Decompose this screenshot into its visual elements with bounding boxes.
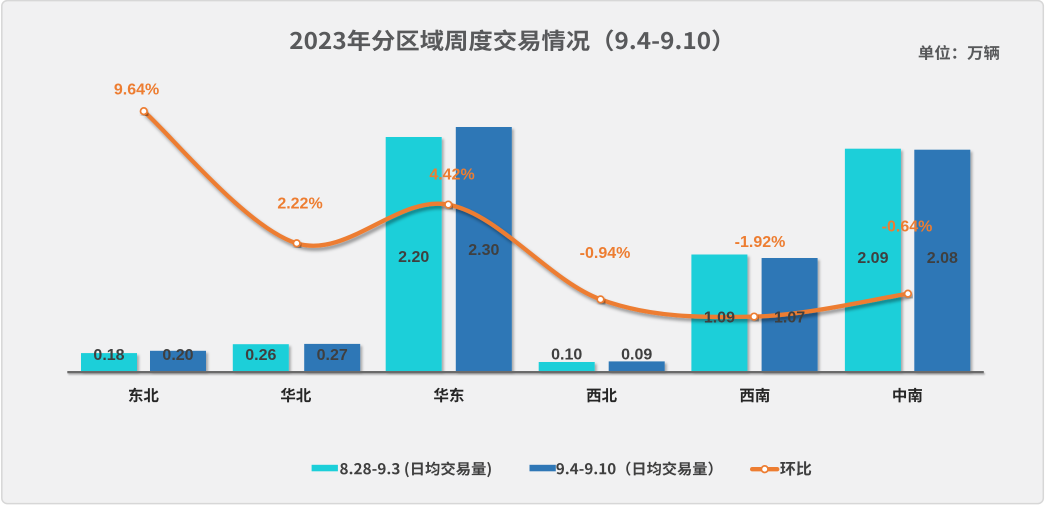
svg-text:1.09: 1.09 [704,309,735,326]
svg-text:1.07: 1.07 [774,309,805,326]
svg-text:9.64%: 9.64% [114,81,159,98]
svg-text:0.26: 0.26 [245,347,276,364]
svg-text:0.20: 0.20 [162,347,193,364]
svg-text:2.30: 2.30 [468,242,499,259]
svg-text:-0.64%: -0.64% [882,218,933,235]
svg-text:-0.94%: -0.94% [580,245,631,262]
svg-text:2.20: 2.20 [398,249,429,266]
svg-text:0.18: 0.18 [93,347,124,364]
svg-text:2.09: 2.09 [857,250,888,267]
svg-text:0.10: 0.10 [551,346,582,363]
svg-text:0.09: 0.09 [621,346,652,363]
svg-text:2.22%: 2.22% [277,196,322,213]
svg-text:2.08: 2.08 [927,250,958,267]
svg-text:-1.92%: -1.92% [735,234,786,251]
svg-text:0.27: 0.27 [317,347,348,364]
svg-text:4.42%: 4.42% [429,166,474,183]
